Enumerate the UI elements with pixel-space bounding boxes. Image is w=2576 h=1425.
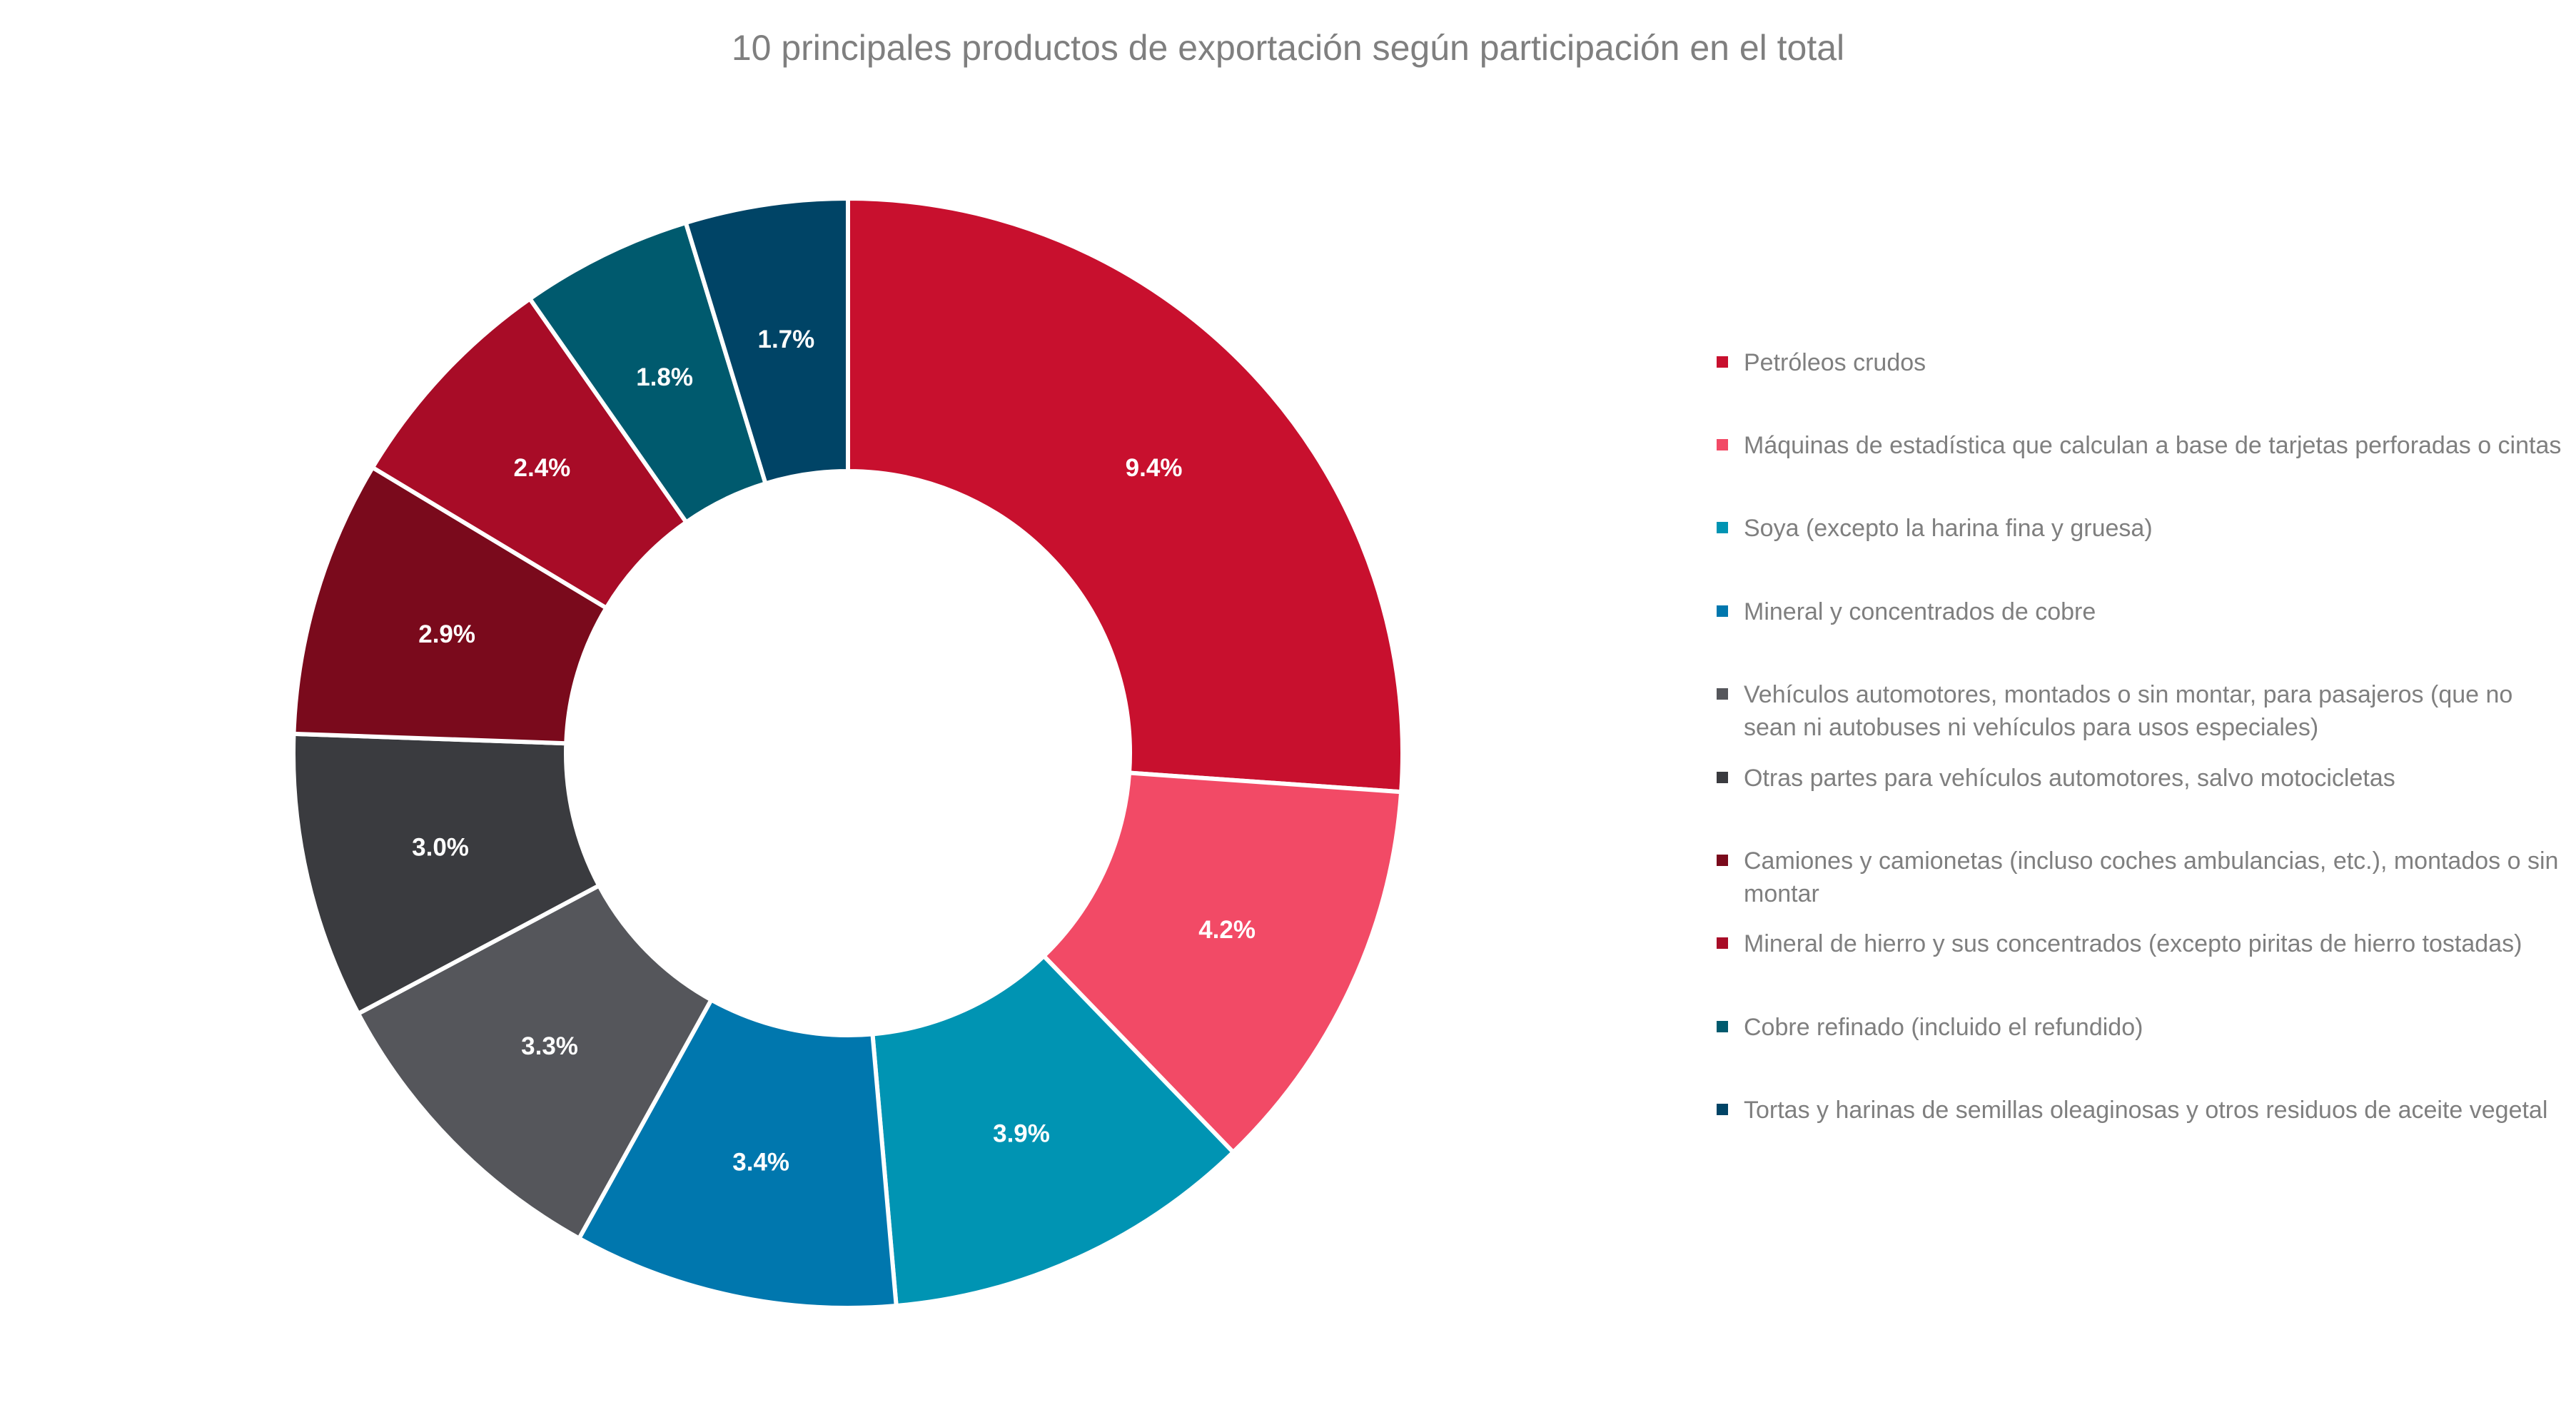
legend-swatch <box>1717 605 1728 617</box>
donut-data-labels: 9.4% 4.2% 3.9% 3.4% 3.3% 3.0% 2.9% 2.4% 1.8% 1.7% <box>412 326 1256 1177</box>
slice-data-label: 3.0% <box>412 833 469 861</box>
slice-data-label: 2.4% <box>514 454 571 482</box>
legend-label: Mineral y concentrados de cobre <box>1744 598 2096 625</box>
legend-label: Máquinas de estadística que calculan a b… <box>1744 432 2562 459</box>
legend-item: Mineral y concentrados de cobre <box>1717 595 2570 628</box>
legend-swatch <box>1717 522 1728 533</box>
donut-slices <box>291 196 1405 1310</box>
legend-item: Petróleos crudos <box>1717 346 2570 379</box>
chart-title: 10 principales productos de exportación … <box>731 28 1845 68</box>
donut-slice <box>683 196 850 486</box>
legend-item: Camiones y camionetas (incluso coches am… <box>1717 845 2570 910</box>
donut-slice <box>577 997 899 1310</box>
slice-data-label: 3.9% <box>993 1120 1050 1148</box>
legend-label: Petróleos crudos <box>1744 349 1926 376</box>
legend-swatch <box>1717 1021 1728 1032</box>
legend-swatch <box>1717 439 1728 450</box>
legend-label: Tortas y harinas de semillas oleaginosas… <box>1744 1097 2548 1124</box>
donut-slice <box>1041 770 1404 1154</box>
legend-label: Vehículos automotores, montados o sin mo… <box>1744 681 2513 741</box>
slice-data-label: 1.8% <box>636 363 693 391</box>
donut-slice <box>846 196 1405 795</box>
slice-data-label: 3.4% <box>732 1149 789 1177</box>
legend-swatch <box>1717 772 1728 783</box>
legend-label: Otras partes para vehículos automotores,… <box>1744 765 2395 792</box>
legend-label: Soya (excepto la harina fina y gruesa) <box>1744 515 2153 542</box>
legend-item: Cobre refinado (incluido el refundido) <box>1717 1011 2570 1044</box>
legend-item: Vehículos automotores, montados o sin mo… <box>1717 678 2570 744</box>
legend-swatch <box>1717 937 1728 949</box>
legend-swatch <box>1717 356 1728 368</box>
legend-item: Máquinas de estadística que calculan a b… <box>1717 429 2570 462</box>
legend-item: Mineral de hierro y sus concentrados (ex… <box>1717 927 2570 960</box>
legend-label: Mineral de hierro y sus concentrados (ex… <box>1744 930 2522 957</box>
legend-swatch <box>1717 688 1728 700</box>
legend-swatch <box>1717 855 1728 866</box>
donut-slice <box>870 954 1236 1309</box>
donut-slice <box>291 731 602 1016</box>
slice-data-label: 2.9% <box>418 620 475 648</box>
slice-data-label: 3.3% <box>521 1032 578 1060</box>
legend-item: Soya (excepto la harina fina y gruesa) <box>1717 512 2570 545</box>
slice-data-label: 9.4% <box>1126 454 1183 482</box>
donut-slice <box>370 296 689 610</box>
legend-item: Otras partes para vehículos automotores,… <box>1717 762 2570 795</box>
slice-data-label: 1.7% <box>757 326 814 353</box>
legend-item: Tortas y harinas de semillas oleaginosas… <box>1717 1094 2570 1127</box>
donut-slice <box>355 883 714 1241</box>
legend-label: Camiones y camionetas (incluso coches am… <box>1744 847 2559 907</box>
legend-swatch <box>1717 1104 1728 1115</box>
legend-label: Cobre refinado (incluido el refundido) <box>1744 1014 2143 1041</box>
slice-data-label: 4.2% <box>1198 916 1256 944</box>
